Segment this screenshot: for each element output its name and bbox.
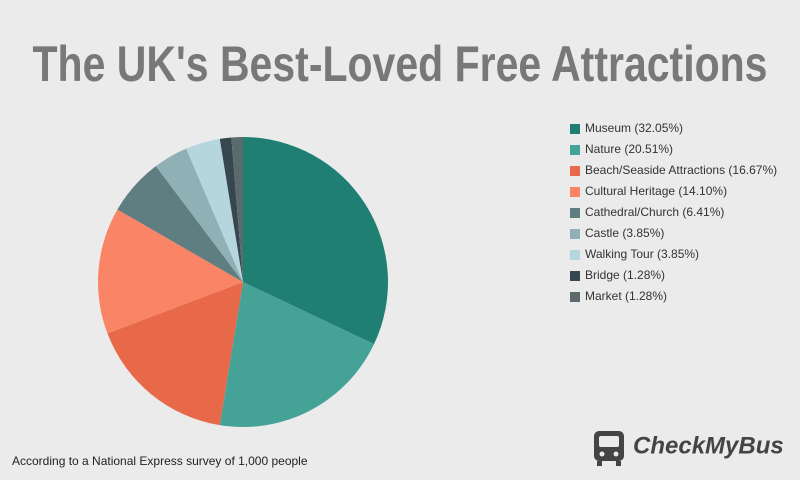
legend-label: Museum (32.05%) xyxy=(585,121,683,135)
legend-swatch xyxy=(570,145,580,155)
logo-icon-window xyxy=(599,436,619,447)
legend-label: Market (1.28%) xyxy=(585,289,667,303)
legend-label: Castle (3.85%) xyxy=(585,226,664,240)
legend-swatch xyxy=(570,229,580,239)
chart-title: The UK's Best-Loved Free Attractions xyxy=(33,36,768,92)
pie-slice xyxy=(231,137,243,282)
legend-swatch xyxy=(570,208,580,218)
pie-slice xyxy=(155,148,243,282)
pie-slice xyxy=(107,282,243,426)
pie-slice xyxy=(219,282,375,427)
legend-label: Walking Tour (3.85%) xyxy=(585,247,699,261)
logo: CheckMyBus xyxy=(594,431,784,466)
legend-swatch xyxy=(570,250,580,260)
logo-icon-wheel xyxy=(597,461,602,466)
pie-slice xyxy=(186,138,243,282)
logo-icon-light xyxy=(613,451,619,457)
pie-slice xyxy=(243,137,388,345)
legend-label: Nature (20.51%) xyxy=(585,142,673,156)
logo-icon-light xyxy=(599,451,605,457)
logo-text: CheckMyBus xyxy=(633,432,784,459)
legend-label: Beach/Seaside Attractions (16.67%) xyxy=(585,163,777,177)
logo-icon-wheel xyxy=(616,461,621,466)
legend-label: Bridge (1.28%) xyxy=(585,268,665,282)
legend-swatch xyxy=(570,166,580,176)
legend-swatch xyxy=(570,187,580,197)
pie-slice xyxy=(98,209,243,334)
pie-slice xyxy=(117,166,243,282)
legend-swatch xyxy=(570,292,580,302)
legend-label: Cultural Heritage (14.10%) xyxy=(585,184,727,198)
pie-slice xyxy=(219,137,243,282)
legend-swatch xyxy=(570,271,580,281)
legend-swatch xyxy=(570,124,580,134)
legend-label: Cathedral/Church (6.41%) xyxy=(585,205,724,219)
footnote: According to a National Express survey o… xyxy=(12,454,308,468)
